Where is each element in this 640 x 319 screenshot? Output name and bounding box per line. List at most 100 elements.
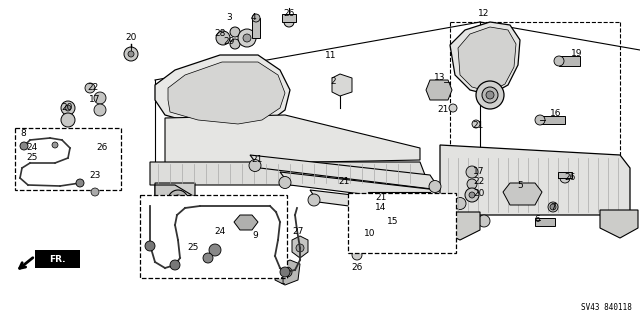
- Text: 24: 24: [26, 144, 38, 152]
- Bar: [348, 193, 456, 253]
- Text: 8: 8: [20, 129, 26, 137]
- Text: 25: 25: [26, 153, 38, 162]
- Text: 20: 20: [61, 103, 73, 113]
- Text: 20: 20: [125, 33, 137, 42]
- Polygon shape: [390, 180, 430, 205]
- Circle shape: [449, 104, 457, 112]
- Polygon shape: [275, 260, 300, 285]
- Text: 22: 22: [88, 83, 99, 92]
- Text: 7: 7: [550, 204, 556, 212]
- Circle shape: [230, 39, 240, 49]
- Polygon shape: [310, 190, 488, 224]
- Circle shape: [243, 34, 251, 42]
- Polygon shape: [450, 22, 520, 95]
- Circle shape: [216, 31, 230, 45]
- Polygon shape: [332, 74, 352, 96]
- Circle shape: [367, 231, 373, 237]
- Text: 14: 14: [375, 204, 387, 212]
- Circle shape: [249, 160, 261, 172]
- Circle shape: [230, 27, 240, 37]
- Circle shape: [364, 228, 376, 240]
- Circle shape: [554, 56, 564, 66]
- Polygon shape: [168, 62, 285, 124]
- Polygon shape: [155, 183, 195, 210]
- Circle shape: [91, 188, 99, 196]
- Polygon shape: [252, 225, 275, 252]
- Polygon shape: [503, 183, 542, 205]
- Text: 17: 17: [89, 94, 100, 103]
- Text: 26: 26: [564, 174, 576, 182]
- Polygon shape: [535, 218, 555, 226]
- Polygon shape: [150, 162, 425, 185]
- Circle shape: [284, 17, 294, 27]
- Polygon shape: [165, 115, 420, 165]
- Text: 5: 5: [517, 181, 523, 189]
- Circle shape: [65, 105, 71, 111]
- Circle shape: [252, 14, 260, 22]
- Circle shape: [548, 202, 558, 212]
- Text: 19: 19: [572, 48, 583, 57]
- Polygon shape: [600, 210, 638, 238]
- Polygon shape: [558, 172, 572, 178]
- Circle shape: [296, 244, 304, 252]
- Circle shape: [61, 113, 75, 127]
- Circle shape: [94, 92, 106, 104]
- Polygon shape: [426, 80, 452, 100]
- Circle shape: [478, 215, 490, 227]
- Circle shape: [128, 51, 134, 57]
- Circle shape: [560, 173, 570, 183]
- Text: FR.: FR.: [49, 255, 65, 263]
- Circle shape: [429, 181, 441, 192]
- Polygon shape: [375, 198, 423, 242]
- Polygon shape: [440, 145, 630, 215]
- Circle shape: [94, 104, 106, 116]
- Text: 26: 26: [351, 263, 363, 272]
- Polygon shape: [440, 212, 480, 240]
- Text: 26: 26: [284, 10, 294, 19]
- Text: 28: 28: [214, 28, 226, 38]
- Polygon shape: [368, 192, 430, 248]
- Text: 24: 24: [214, 227, 226, 236]
- Text: 26: 26: [96, 144, 108, 152]
- Text: 21: 21: [437, 106, 449, 115]
- Text: 13: 13: [435, 72, 445, 81]
- Circle shape: [238, 29, 256, 47]
- Circle shape: [467, 179, 477, 189]
- Text: 27: 27: [292, 227, 304, 236]
- Circle shape: [476, 81, 504, 109]
- Polygon shape: [155, 185, 200, 215]
- Circle shape: [352, 250, 362, 260]
- Text: 2: 2: [330, 78, 336, 86]
- Circle shape: [454, 197, 466, 210]
- Circle shape: [308, 194, 320, 206]
- Text: 21: 21: [375, 192, 387, 202]
- Text: 17: 17: [473, 167, 484, 175]
- Circle shape: [466, 166, 478, 178]
- Text: 20: 20: [474, 189, 484, 197]
- Text: 4: 4: [250, 13, 256, 23]
- Text: 18: 18: [68, 256, 80, 264]
- Circle shape: [20, 142, 28, 150]
- Circle shape: [279, 176, 291, 189]
- Polygon shape: [280, 172, 465, 207]
- Circle shape: [168, 190, 188, 210]
- Circle shape: [209, 244, 221, 256]
- Circle shape: [469, 192, 475, 198]
- Circle shape: [482, 87, 498, 103]
- Circle shape: [535, 115, 545, 125]
- Bar: [140, 195, 287, 278]
- Text: 11: 11: [325, 50, 337, 60]
- Circle shape: [61, 101, 75, 115]
- Text: 3: 3: [226, 13, 232, 23]
- Circle shape: [124, 47, 138, 61]
- Polygon shape: [540, 116, 565, 124]
- Text: 10: 10: [364, 229, 376, 239]
- Circle shape: [280, 267, 290, 277]
- Text: 22: 22: [474, 176, 484, 186]
- Text: 21: 21: [472, 122, 484, 130]
- Circle shape: [282, 267, 292, 277]
- Polygon shape: [282, 14, 296, 22]
- Circle shape: [203, 253, 213, 263]
- Text: 23: 23: [90, 170, 100, 180]
- Bar: [35, 250, 80, 268]
